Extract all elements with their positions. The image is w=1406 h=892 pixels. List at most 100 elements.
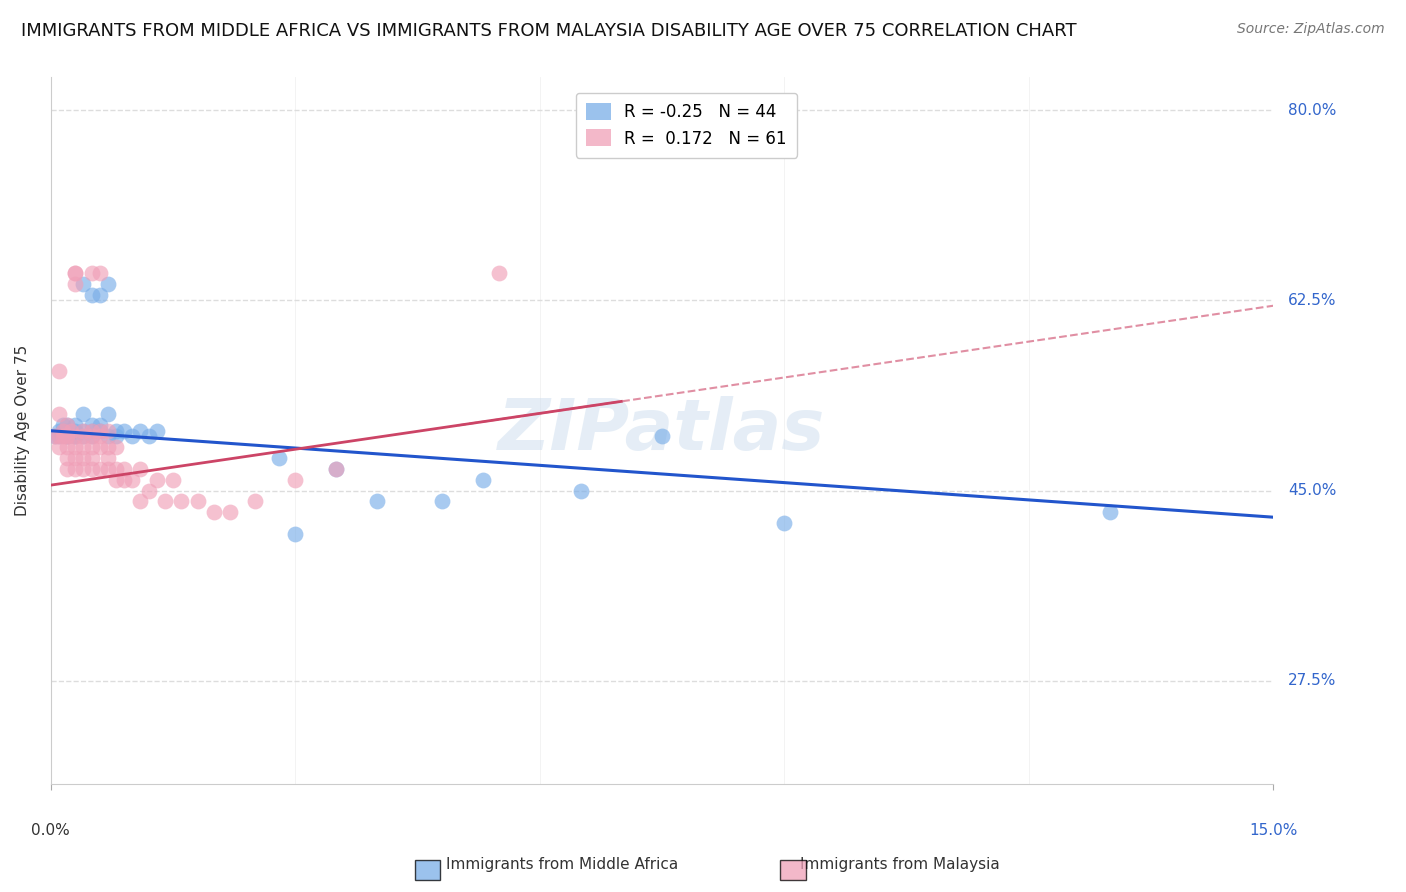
Point <box>48 429 70 443</box>
Point <box>325 462 347 476</box>
Text: 62.5%: 62.5% <box>1288 293 1336 308</box>
Point <box>1099 505 1122 519</box>
Point <box>121 473 143 487</box>
Point <box>65 424 87 438</box>
Point <box>56 424 79 438</box>
Point <box>89 424 111 438</box>
Text: 0.0%: 0.0% <box>31 823 70 838</box>
Point <box>65 277 87 291</box>
Point <box>284 473 307 487</box>
Text: Source: ZipAtlas.com: Source: ZipAtlas.com <box>1237 22 1385 37</box>
Point <box>430 494 453 508</box>
Point <box>773 516 796 531</box>
Text: Immigrants from Middle Africa: Immigrants from Middle Africa <box>446 857 679 872</box>
Point <box>48 429 70 443</box>
Point <box>89 288 111 302</box>
Point <box>80 429 103 443</box>
Point <box>153 494 176 508</box>
Text: ZIPatlas: ZIPatlas <box>498 396 825 466</box>
Point <box>65 266 87 280</box>
Point <box>138 429 160 443</box>
Point <box>97 450 120 465</box>
Point <box>243 494 266 508</box>
Point <box>72 429 94 443</box>
Point <box>112 462 135 476</box>
Point <box>105 440 128 454</box>
Point <box>105 429 128 443</box>
Point <box>56 429 79 443</box>
Point <box>89 429 111 443</box>
Point <box>80 429 103 443</box>
Point <box>129 494 152 508</box>
Text: Immigrants from Malaysia: Immigrants from Malaysia <box>800 857 1000 872</box>
Point <box>202 505 225 519</box>
Point <box>56 418 79 433</box>
Text: 27.5%: 27.5% <box>1288 673 1336 689</box>
Point <box>80 424 103 438</box>
Point <box>65 462 87 476</box>
Point <box>97 277 120 291</box>
Point <box>97 462 120 476</box>
Point <box>146 424 169 438</box>
Point <box>52 418 75 433</box>
Point <box>80 462 103 476</box>
Point <box>72 424 94 438</box>
Point <box>89 424 111 438</box>
Point <box>112 424 135 438</box>
Point <box>48 424 70 438</box>
Point <box>65 429 87 443</box>
Point <box>105 473 128 487</box>
Point <box>44 429 66 443</box>
Point <box>80 418 103 433</box>
Point <box>72 424 94 438</box>
Point <box>65 429 87 443</box>
Point <box>56 429 79 443</box>
Text: IMMIGRANTS FROM MIDDLE AFRICA VS IMMIGRANTS FROM MALAYSIA DISABILITY AGE OVER 75: IMMIGRANTS FROM MIDDLE AFRICA VS IMMIGRA… <box>21 22 1077 40</box>
Point <box>121 429 143 443</box>
Point <box>44 429 66 443</box>
Point <box>56 429 79 443</box>
Point <box>52 429 75 443</box>
Point <box>80 288 103 302</box>
Point <box>488 266 510 280</box>
Point <box>112 473 135 487</box>
Point <box>89 266 111 280</box>
Point <box>80 450 103 465</box>
Legend: R = -0.25   N = 44, R =  0.172   N = 61: R = -0.25 N = 44, R = 0.172 N = 61 <box>576 93 797 158</box>
Point <box>56 462 79 476</box>
Point <box>72 440 94 454</box>
Point <box>60 424 83 438</box>
Point <box>219 505 242 519</box>
Point <box>56 418 79 433</box>
Point <box>65 450 87 465</box>
Point <box>72 408 94 422</box>
Point <box>325 462 347 476</box>
Point <box>72 429 94 443</box>
Point <box>97 424 120 438</box>
Text: 45.0%: 45.0% <box>1288 483 1336 498</box>
Point <box>105 462 128 476</box>
Point <box>89 440 111 454</box>
Point <box>72 277 94 291</box>
Point <box>52 424 75 438</box>
Point <box>80 440 103 454</box>
Point <box>267 450 290 465</box>
Point <box>65 429 87 443</box>
Point <box>48 364 70 378</box>
Y-axis label: Disability Age Over 75: Disability Age Over 75 <box>15 345 30 516</box>
Point <box>56 440 79 454</box>
Point <box>89 462 111 476</box>
Point <box>129 462 152 476</box>
Point <box>65 266 87 280</box>
Point <box>162 473 184 487</box>
Point <box>89 418 111 433</box>
Point <box>65 440 87 454</box>
Point <box>52 424 75 438</box>
Point <box>471 473 494 487</box>
Text: 80.0%: 80.0% <box>1288 103 1336 118</box>
Point <box>72 450 94 465</box>
Point <box>56 429 79 443</box>
Point <box>97 408 120 422</box>
Point <box>65 418 87 433</box>
Text: 15.0%: 15.0% <box>1249 823 1298 838</box>
